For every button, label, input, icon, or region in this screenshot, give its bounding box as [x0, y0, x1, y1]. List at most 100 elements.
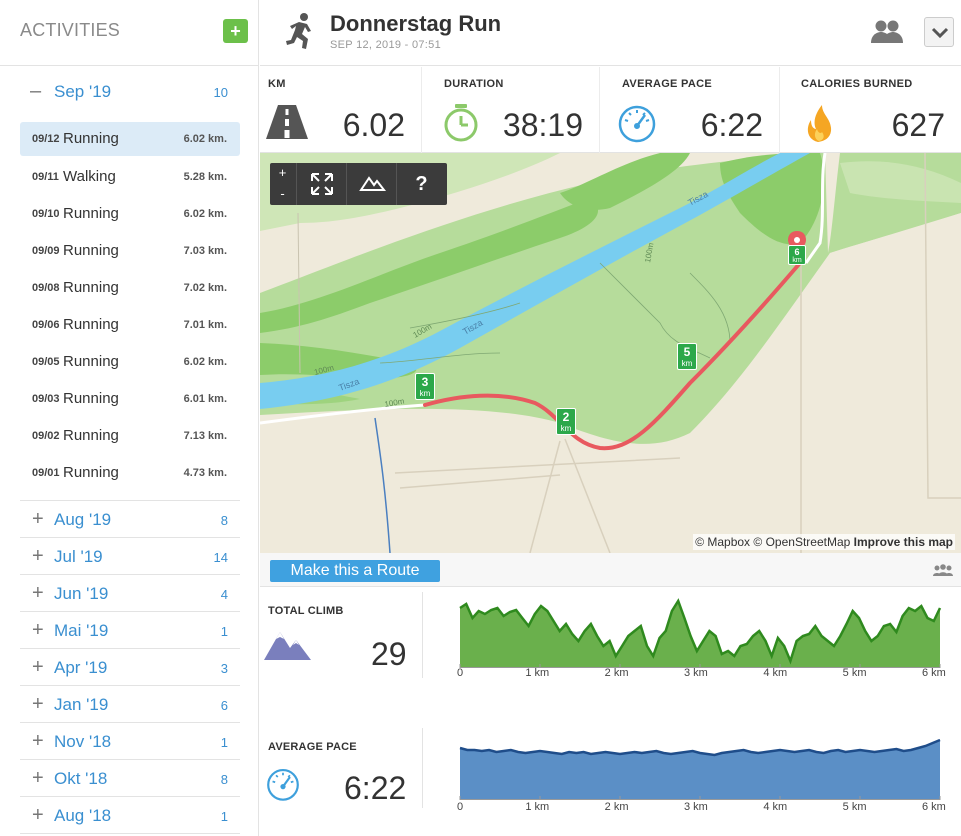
km-marker[interactable]: 5 km — [677, 343, 697, 370]
x-tick-label: 4 km — [763, 667, 788, 679]
activity-datetime: SEP 12, 2019 - 07:51 — [330, 39, 441, 51]
activity-type: Running — [63, 464, 119, 481]
activity-date: 09/12 — [32, 133, 60, 145]
chevron-down-icon — [931, 27, 949, 39]
activity-date: 09/01 — [32, 467, 60, 479]
month-count: 6 — [220, 698, 228, 713]
make-route-button[interactable]: Make this a Route — [270, 560, 440, 582]
month-count: 8 — [220, 513, 228, 528]
expand-icon: + — [32, 545, 44, 567]
x-tick-label: 3 km — [684, 667, 708, 679]
month-group[interactable]: + Okt '18 8 — [20, 760, 240, 797]
profile-area — [460, 601, 940, 668]
km-marker[interactable]: 6 km — [788, 245, 806, 265]
month-count: 1 — [220, 624, 228, 639]
elevation-chart[interactable] — [455, 596, 945, 668]
activity-distance: 6.02 km. — [183, 356, 227, 368]
month-group[interactable]: + Apr '19 3 — [20, 649, 240, 686]
x-tick-label: 5 km — [842, 801, 867, 813]
activity-item[interactable]: 09/12 Running 6.02 km. — [20, 122, 240, 156]
zoom-in-button[interactable]: + — [278, 165, 287, 180]
mountains-icon — [264, 632, 311, 660]
month-label: Mai '19 — [54, 621, 109, 640]
users-icon[interactable] — [870, 19, 904, 45]
stat-pace: AVERAGE PACE 6:22 — [600, 67, 780, 153]
activity-map[interactable]: Tisza Tisza Tisza 100m 100m 100m 100m 2 … — [260, 153, 961, 553]
month-group[interactable]: + Jul '19 14 — [20, 538, 240, 575]
activity-item[interactable]: 09/03 Running 6.01 km. — [20, 381, 240, 418]
improve-map-link[interactable]: Improve this map — [853, 535, 953, 549]
activity-item[interactable]: 09/11 Walking 5.28 km. — [20, 159, 240, 196]
collapse-icon: – — [30, 80, 42, 102]
stat-label: CALORIES BURNED — [801, 78, 913, 90]
stopwatch-icon — [444, 104, 478, 142]
speedometer-icon — [267, 769, 299, 801]
activity-item[interactable]: 09/01 Running 4.73 km. — [20, 455, 240, 492]
activity-item[interactable]: 09/05 Running 6.02 km. — [20, 344, 240, 381]
activity-date: 09/09 — [32, 245, 60, 257]
activity-date: 09/08 — [32, 282, 60, 294]
activity-type: Running — [63, 390, 119, 407]
month-label: Nov '18 — [54, 732, 112, 751]
month-group[interactable]: + Aug '18 1 — [20, 797, 240, 834]
map-canvas[interactable]: Tisza Tisza Tisza 100m 100m 100m 100m — [260, 153, 961, 553]
pace-chart[interactable] — [455, 738, 945, 800]
speedometer-icon — [618, 105, 656, 143]
stat-calories: CALORIES BURNED 627 — [780, 67, 961, 153]
month-group-sep-19[interactable]: – Sep '19 10 — [20, 66, 240, 116]
month-group[interactable]: + Aug '19 8 — [20, 501, 240, 538]
month-group[interactable]: + Mai '19 1 — [20, 612, 240, 649]
activity-distance: 6.02 km. — [183, 208, 227, 220]
flame-icon — [807, 105, 832, 142]
add-activity-button[interactable]: + — [223, 19, 248, 43]
stat-duration: DURATION 38:19 — [422, 67, 600, 153]
km-marker[interactable]: 3 km — [415, 373, 435, 400]
expand-icon: + — [32, 804, 44, 826]
activity-date: 09/10 — [32, 208, 60, 220]
dropdown-button[interactable] — [924, 17, 954, 47]
activity-item[interactable]: 09/08 Running 7.02 km. — [20, 270, 240, 307]
km-marker[interactable]: 2 km — [556, 408, 576, 435]
expand-icon: + — [32, 656, 44, 678]
fullscreen-button[interactable] — [296, 163, 346, 205]
mountains-icon — [359, 176, 387, 191]
activity-distance: 6.01 km. — [183, 393, 227, 405]
month-group[interactable]: + Jun '19 4 — [20, 575, 240, 612]
activity-item[interactable]: 09/09 Running 7.03 km. — [20, 233, 240, 270]
x-tick-label: 6 km — [922, 667, 946, 679]
activity-item[interactable]: 09/06 Running 7.01 km. — [20, 307, 240, 344]
activity-item[interactable]: 09/10 Running 6.02 km. — [20, 196, 240, 233]
contour-label: 100m — [384, 397, 406, 409]
total-climb-label: TOTAL CLIMB — [268, 605, 344, 617]
zoom-out-button[interactable]: - — [280, 186, 285, 201]
help-button[interactable]: ? — [396, 163, 446, 205]
activity-distance: 7.02 km. — [183, 282, 227, 294]
group-icon[interactable] — [933, 564, 953, 577]
month-count: 4 — [220, 587, 228, 602]
month-count: 1 — [220, 809, 228, 824]
osm-link[interactable]: © OpenStreetMap — [753, 535, 851, 549]
x-tick-label: 1 km — [525, 667, 550, 679]
month-group[interactable]: + Nov '18 1 — [20, 723, 240, 760]
activity-type: Running — [63, 316, 119, 333]
mapbox-link[interactable]: © Mapbox — [695, 535, 751, 549]
month-group[interactable]: + Jan '19 6 — [20, 686, 240, 723]
activity-date: 09/03 — [32, 393, 60, 405]
month-label: Jun '19 — [54, 584, 109, 603]
month-list: + Aug '19 8 + Jul '19 14 + Jun '19 4 + Mai '19 1 + Ap… — [20, 500, 240, 834]
activity-item[interactable]: 09/02 Running 7.13 km. — [20, 418, 240, 455]
x-tick-label: 1 km — [525, 801, 550, 813]
activity-date: 09/06 — [32, 319, 60, 331]
fullscreen-icon — [311, 173, 333, 195]
activity-distance: 7.13 km. — [183, 430, 227, 442]
stat-value: 627 — [891, 107, 945, 143]
road-icon — [266, 105, 308, 139]
activity-type: Running — [63, 130, 119, 147]
month-label: Aug '18 — [54, 806, 112, 825]
month-label: Sep '19 — [54, 82, 112, 101]
terrain-button[interactable] — [346, 163, 396, 205]
x-tick-label: 3 km — [684, 801, 708, 813]
activity-list: 09/12 Running 6.02 km. 09/11 Walking 5.28 km.… — [20, 122, 240, 492]
stat-label: DURATION — [444, 78, 504, 90]
stat-value: 6.02 — [342, 107, 405, 143]
